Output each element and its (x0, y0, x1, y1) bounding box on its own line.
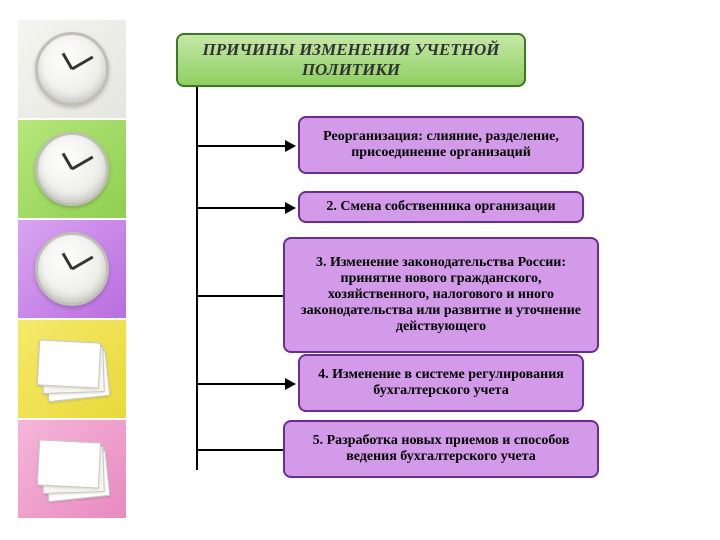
arrowhead-icon (285, 202, 296, 214)
connector-line (196, 383, 287, 385)
diagram-title: ПРИЧИНЫ ИЗМЕНЕНИЯ УЧЕТНОЙ ПОЛИТИКИ (176, 33, 526, 87)
reason-text: бухгалтерского учета (373, 383, 508, 399)
clock-icon (35, 232, 109, 306)
reason-box: 4. Изменение в системе регулированиябухг… (298, 354, 584, 412)
connector-line (196, 145, 287, 147)
reason-box: 5. Разработка новых приемов и способов в… (283, 420, 599, 478)
reason-text: 5. Разработка новых приемов и способов в… (293, 433, 589, 465)
reason-text: принятие нового гражданского, хозяйствен… (293, 271, 589, 335)
papers-icon (32, 337, 112, 401)
reason-text: 4. Изменение в системе регулирования (318, 367, 564, 383)
clock-icon (35, 32, 109, 106)
reason-box: Реорганизация: слияние, разделение,присо… (298, 116, 584, 174)
reason-text: 3. Изменение законодательства России: (316, 255, 566, 271)
sidebar-tile (18, 120, 126, 220)
sidebar-tile (18, 420, 126, 520)
reason-text: присоединение организаций (351, 145, 531, 161)
reason-text: 2. Смена собственника организации (326, 199, 555, 215)
clock-icon (35, 132, 109, 206)
connector-line (196, 207, 287, 209)
diagram-title-text: ПРИЧИНЫ ИЗМЕНЕНИЯ УЧЕТНОЙ ПОЛИТИКИ (188, 40, 514, 81)
reason-box: 2. Смена собственника организации (298, 191, 584, 223)
sidebar-tile (18, 320, 126, 420)
sidebar-tile (18, 20, 126, 120)
reason-box: 3. Изменение законодательства России:при… (283, 237, 599, 353)
sidebar-tile (18, 220, 126, 320)
connector-line (196, 295, 287, 297)
arrowhead-icon (285, 378, 296, 390)
papers-icon (32, 437, 112, 501)
arrowhead-icon (285, 140, 296, 152)
connector-line (196, 449, 287, 451)
decorative-sidebar (18, 20, 126, 520)
reason-text: Реорганизация: слияние, разделение, (323, 129, 559, 145)
